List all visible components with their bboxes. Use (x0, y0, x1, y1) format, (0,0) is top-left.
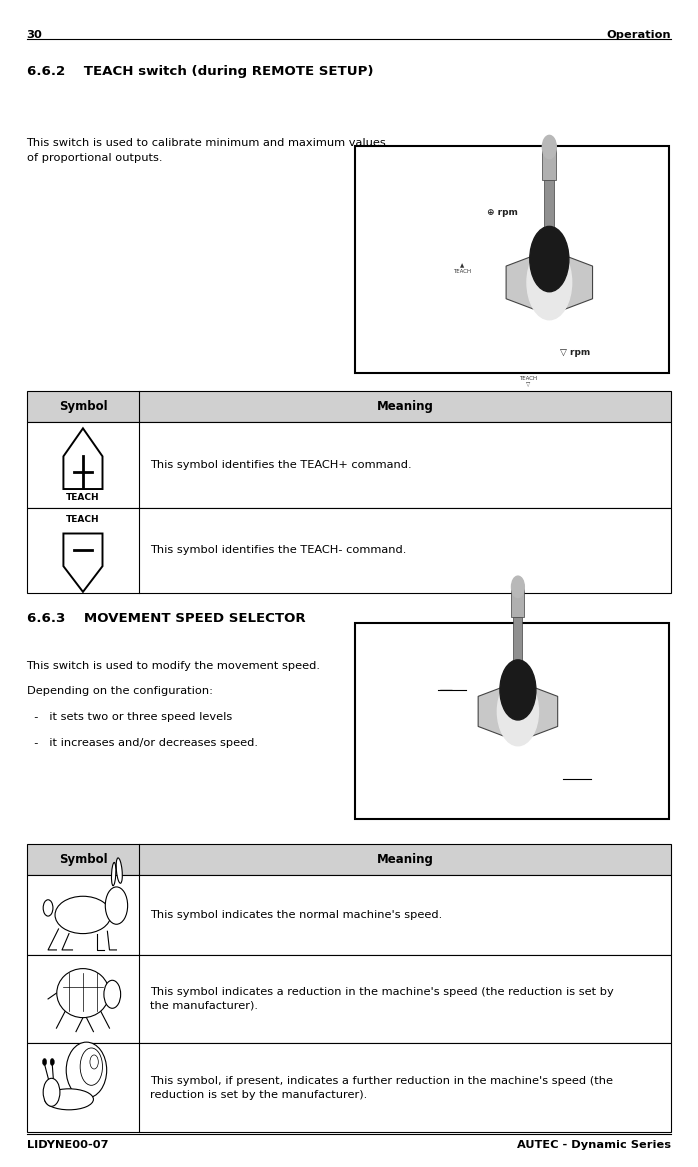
Bar (27, 955, 671, 1043)
Text: 30: 30 (27, 29, 43, 40)
Text: -   it increases and/or decreases speed.: - it increases and/or decreases speed. (27, 738, 258, 748)
Text: 6.6.3    MOVEMENT SPEED SELECTOR: 6.6.3 MOVEMENT SPEED SELECTOR (27, 612, 305, 624)
Text: -   it sets two or three speed levels: - it sets two or three speed levels (27, 712, 232, 722)
Circle shape (43, 1058, 47, 1065)
Circle shape (43, 900, 53, 916)
Text: This symbol, if present, indicates a further reduction in the machine's speed (t: This symbol, if present, indicates a fur… (150, 1076, 613, 1099)
Circle shape (500, 659, 536, 720)
Ellipse shape (55, 896, 111, 934)
Text: ⊕ rpm: ⊕ rpm (487, 208, 517, 217)
Polygon shape (64, 533, 103, 592)
Text: This symbol indicates a reduction in the machine's speed (the reduction is set b: This symbol indicates a reduction in the… (150, 987, 614, 1011)
Circle shape (90, 1055, 98, 1069)
Text: LIDYNE00-07: LIDYNE00-07 (27, 1140, 108, 1151)
Ellipse shape (57, 969, 109, 1018)
Circle shape (43, 1078, 60, 1106)
Text: ▲
TEACH: ▲ TEACH (453, 263, 471, 274)
Bar (27, 422, 671, 508)
Bar (27, 391, 671, 422)
Circle shape (105, 887, 128, 924)
Text: This symbol identifies the TEACH+ command.: This symbol identifies the TEACH+ comman… (150, 460, 412, 470)
Bar (512, 587, 524, 617)
Text: This switch is used to modify the movement speed.: This switch is used to modify the moveme… (27, 661, 320, 671)
Bar (544, 180, 554, 259)
Circle shape (512, 576, 524, 598)
Text: This switch is used to calibrate minimum and maximum values
of proportional outp: This switch is used to calibrate minimum… (27, 138, 386, 163)
Polygon shape (478, 682, 558, 741)
Bar (514, 617, 522, 690)
Text: Meaning: Meaning (377, 853, 434, 866)
Bar (27, 875, 671, 955)
Circle shape (530, 226, 569, 292)
Text: Symbol: Symbol (59, 400, 107, 413)
Circle shape (542, 135, 556, 159)
Polygon shape (506, 250, 593, 315)
Text: AUTEC - Dynamic Series: AUTEC - Dynamic Series (517, 1140, 671, 1151)
Bar (355, 623, 669, 819)
Ellipse shape (112, 862, 116, 886)
Text: Meaning: Meaning (377, 400, 434, 413)
Circle shape (527, 245, 572, 320)
Text: This symbol indicates the normal machine's speed.: This symbol indicates the normal machine… (150, 910, 442, 920)
Circle shape (498, 677, 538, 746)
Ellipse shape (116, 858, 122, 883)
Text: TEACH
▽: TEACH ▽ (519, 376, 537, 387)
Text: ▽ rpm: ▽ rpm (560, 348, 590, 357)
Text: Depending on the configuration:: Depending on the configuration: (27, 686, 212, 697)
Bar (355, 146, 669, 373)
Bar (27, 1043, 671, 1132)
Polygon shape (64, 428, 103, 489)
Text: Operation: Operation (607, 29, 671, 40)
Circle shape (50, 1058, 54, 1065)
Text: TEACH: TEACH (66, 492, 100, 502)
Bar (542, 147, 556, 180)
Text: TEACH: TEACH (66, 515, 100, 524)
Bar (27, 844, 671, 875)
Ellipse shape (66, 1042, 107, 1098)
Text: This symbol identifies the TEACH- command.: This symbol identifies the TEACH- comman… (150, 545, 406, 555)
Circle shape (104, 980, 121, 1008)
Ellipse shape (45, 1089, 94, 1110)
Bar (27, 508, 671, 593)
Circle shape (80, 1048, 103, 1085)
Text: Symbol: Symbol (59, 853, 107, 866)
Text: 6.6.2    TEACH switch (during REMOTE SETUP): 6.6.2 TEACH switch (during REMOTE SETUP) (27, 65, 373, 78)
